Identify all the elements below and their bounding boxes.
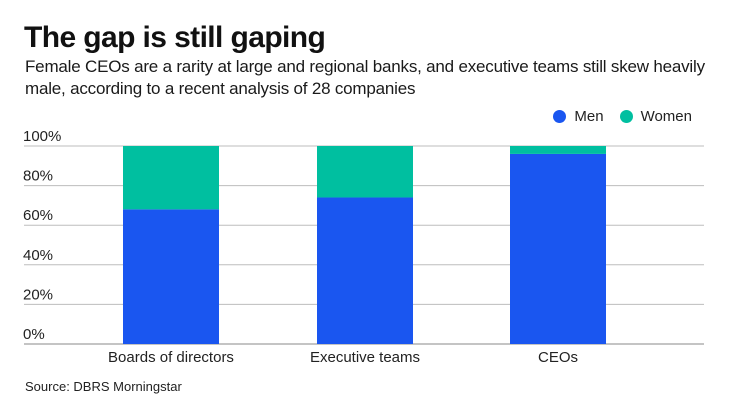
x-category-label: CEOs	[538, 349, 578, 366]
y-tick-label: 100%	[23, 128, 61, 145]
chart-subtitle: Female CEOs are a rarity at large and re…	[25, 57, 705, 98]
y-tick-label: 20%	[23, 286, 53, 303]
legend-swatch-women	[619, 110, 633, 123]
source-note: Source: DBRS Morningstar	[25, 379, 182, 394]
legend-swatch-men	[553, 110, 567, 123]
bar-men-boards-of-directors	[123, 209, 219, 344]
legend-item-women: Women	[619, 108, 692, 125]
bar-women-boards-of-directors	[123, 146, 219, 210]
legend: Men Women	[537, 108, 692, 125]
bar-women-ceos	[510, 146, 606, 154]
legend-label-men: Men	[574, 108, 604, 125]
x-category-label: Executive teams	[310, 349, 420, 366]
legend-label-women: Women	[640, 108, 692, 125]
bar-women-executive-teams	[317, 146, 413, 198]
chart-title: The gap is still gaping	[24, 21, 326, 54]
x-category-label: Boards of directors	[108, 349, 234, 366]
bar-men-ceos	[510, 153, 606, 344]
legend-item-men: Men	[553, 108, 604, 125]
y-tick-label: 40%	[23, 247, 53, 264]
y-tick-label: 0%	[23, 326, 45, 343]
y-tick-label: 60%	[23, 207, 53, 224]
y-tick-label: 80%	[23, 168, 53, 185]
bar-men-executive-teams	[317, 197, 413, 344]
